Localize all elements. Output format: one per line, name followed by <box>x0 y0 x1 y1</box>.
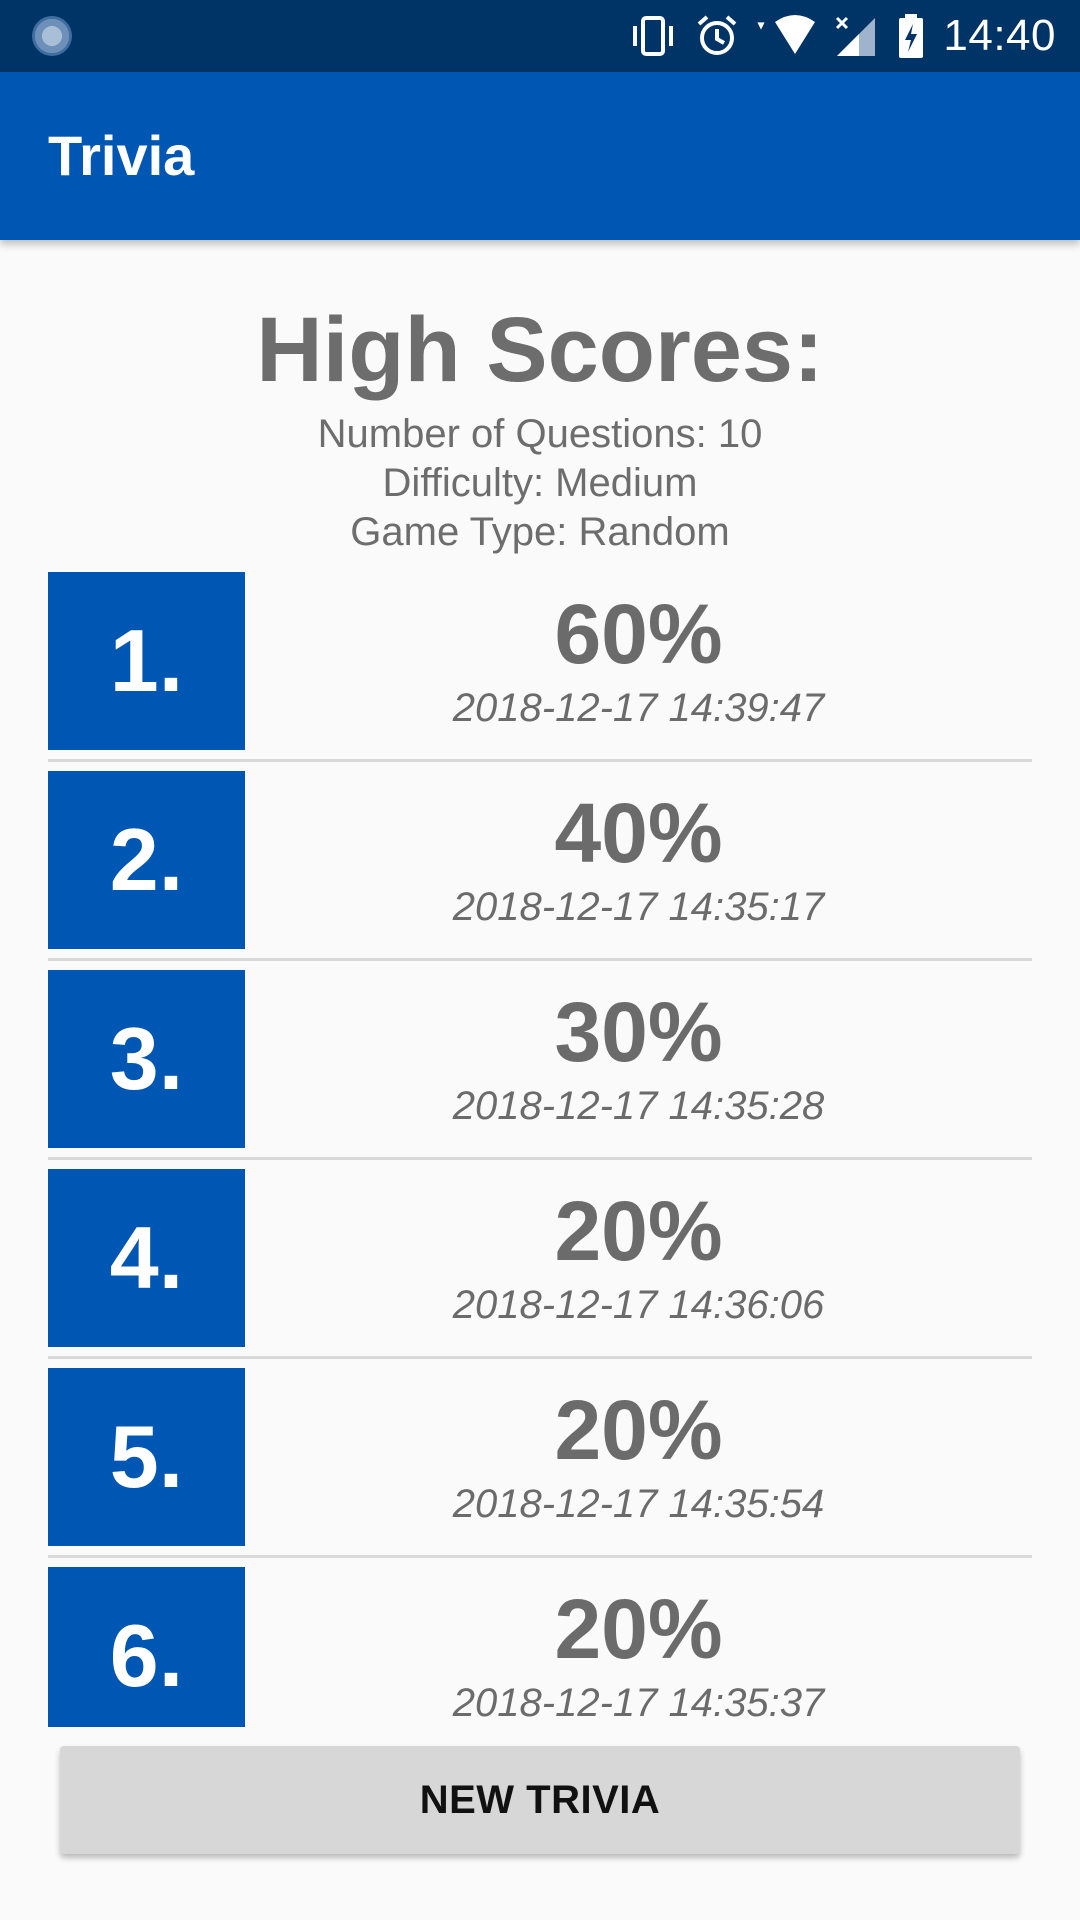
score-details: 60% 2018-12-17 14:39:47 <box>245 572 1032 750</box>
score-details: 20% 2018-12-17 14:36:06 <box>245 1169 1032 1347</box>
status-icons: 14:40 <box>629 0 1056 72</box>
row-divider <box>48 759 1032 762</box>
difficulty-label: Difficulty: Medium <box>382 461 698 505</box>
status-bar: 14:40 <box>0 0 1080 72</box>
score-details: 40% 2018-12-17 14:35:17 <box>245 771 1032 949</box>
rank-badge: 4. <box>48 1169 245 1347</box>
score-value: 30% <box>554 985 723 1079</box>
row-divider <box>48 1157 1032 1160</box>
scores-list[interactable]: 1. 60% 2018-12-17 14:39:47 2. 40% 2018-1… <box>48 572 1032 1727</box>
score-details: 20% 2018-12-17 14:35:37 <box>245 1567 1032 1727</box>
signal-icon <box>835 14 879 58</box>
app-title: Trivia <box>48 124 195 187</box>
rank-badge: 6. <box>48 1567 245 1727</box>
high-scores-header: High Scores: Number of Questions: 10 Dif… <box>0 290 1080 557</box>
score-date: 2018-12-17 14:36:06 <box>452 1283 825 1327</box>
score-date: 2018-12-17 14:35:28 <box>452 1084 825 1128</box>
score-row: 6. 20% 2018-12-17 14:35:37 <box>48 1567 1032 1727</box>
score-row: 4. 20% 2018-12-17 14:36:06 <box>48 1169 1032 1368</box>
score-row: 3. 30% 2018-12-17 14:35:28 <box>48 970 1032 1169</box>
wifi-icon <box>757 14 817 58</box>
score-date: 2018-12-17 14:39:47 <box>452 686 825 730</box>
score-row: 1. 60% 2018-12-17 14:39:47 <box>48 572 1032 771</box>
rank-badge: 3. <box>48 970 245 1148</box>
score-value: 60% <box>554 587 723 681</box>
score-date: 2018-12-17 14:35:54 <box>452 1482 825 1526</box>
rank-badge: 5. <box>48 1368 245 1546</box>
alarm-icon <box>695 14 739 58</box>
score-value: 20% <box>554 1184 723 1278</box>
vibrate-icon <box>629 14 677 58</box>
score-row: 2. 40% 2018-12-17 14:35:17 <box>48 771 1032 970</box>
score-value: 40% <box>554 786 723 880</box>
game-type-label: Game Type: Random <box>350 510 730 554</box>
score-date: 2018-12-17 14:35:17 <box>452 885 825 929</box>
row-divider <box>48 1555 1032 1558</box>
score-date: 2018-12-17 14:35:37 <box>452 1681 825 1725</box>
new-trivia-button[interactable]: NEW TRIVIA <box>60 1746 1020 1854</box>
questions-count-label: Number of Questions: 10 <box>317 412 763 456</box>
clock-time: 14:40 <box>943 11 1056 60</box>
score-details: 30% 2018-12-17 14:35:28 <box>245 970 1032 1148</box>
score-details: 20% 2018-12-17 14:35:54 <box>245 1368 1032 1546</box>
score-value: 20% <box>554 1582 723 1676</box>
app-bar: Trivia <box>0 72 1080 240</box>
rank-badge: 1. <box>48 572 245 750</box>
page-title: High Scores: <box>256 299 824 401</box>
score-value: 20% <box>554 1383 723 1477</box>
sync-icon <box>32 16 72 56</box>
score-row: 5. 20% 2018-12-17 14:35:54 <box>48 1368 1032 1567</box>
row-divider <box>48 1356 1032 1359</box>
row-divider <box>48 958 1032 961</box>
rank-badge: 2. <box>48 771 245 949</box>
battery-charging-icon <box>897 12 925 60</box>
